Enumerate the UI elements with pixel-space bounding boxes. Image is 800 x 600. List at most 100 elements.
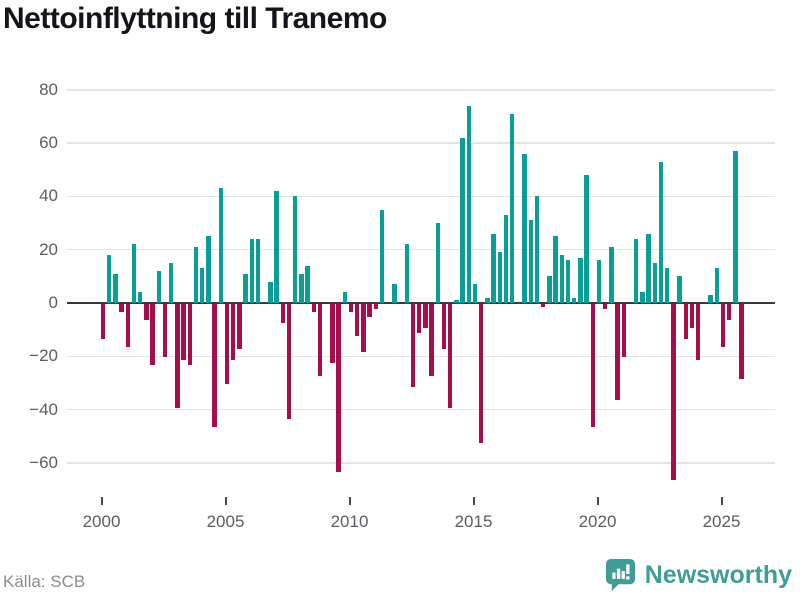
bar-2017Q4 — [540, 304, 546, 307]
x-axis-tick-2015 — [472, 497, 475, 505]
bar-2004Q2 — [206, 236, 211, 303]
bar-2008Q1 — [299, 273, 304, 303]
bar-2007Q4 — [292, 196, 298, 303]
bar-2023Q1 — [671, 304, 676, 480]
y-axis-label-0: 0 — [48, 293, 58, 312]
bar-2004Q4 — [218, 188, 224, 303]
bar-2013Q1 — [423, 304, 428, 329]
bar-2025Q4 — [739, 304, 744, 379]
bar-2009Q3 — [336, 304, 341, 472]
bar-2008Q2 — [305, 265, 310, 303]
bar-2000Q3 — [113, 273, 118, 303]
bar-2025Q3 — [733, 151, 738, 303]
bar-2023Q3 — [683, 304, 689, 339]
bar-2018Q4 — [565, 260, 571, 303]
x-axis-label-2020: 2020 — [578, 512, 617, 531]
gridline-y-20 — [67, 248, 775, 251]
bar-2018Q2 — [553, 236, 558, 303]
bar-2022Q3 — [658, 161, 664, 303]
bar-2020Q2 — [602, 304, 608, 310]
bar-2014Q4 — [466, 105, 472, 303]
gridline-y--40 — [67, 408, 775, 411]
bar-2002Q1 — [150, 304, 155, 366]
bar-2001Q1 — [125, 304, 131, 347]
bar-2022Q1 — [646, 233, 651, 303]
bar-2010Q4 — [367, 304, 372, 318]
source-note: Källa: SCB — [3, 572, 86, 591]
bar-2022Q4 — [664, 268, 670, 303]
bar-2004Q3 — [212, 304, 217, 427]
bar-2020Q1 — [596, 260, 602, 303]
bar-2009Q4 — [342, 292, 348, 303]
bar-2000Q2 — [106, 255, 112, 303]
page-title: Nettoinflyttning till Tranemo — [3, 2, 387, 35]
y-axis-label-40: 40 — [39, 186, 58, 206]
x-axis-tick-2020 — [596, 497, 599, 505]
gridline-y-80 — [67, 89, 775, 91]
bar-2005Q4 — [243, 273, 248, 303]
bar-2012Q4 — [416, 304, 422, 334]
bar-2025Q2 — [726, 304, 732, 321]
bar-2004Q1 — [199, 268, 205, 303]
y-axis-label--40: −40 — [29, 399, 58, 419]
bar-2003Q4 — [193, 247, 199, 303]
bar-2015Q4 — [491, 233, 496, 303]
bar-2023Q2 — [677, 276, 682, 303]
bar-2021Q3 — [633, 239, 639, 303]
bar-2002Q3 — [162, 304, 168, 358]
bar-2010Q3 — [361, 304, 366, 353]
bar-2003Q1 — [175, 304, 180, 409]
bar-2006Q4 — [268, 281, 273, 303]
newsworthy-logo-icon — [605, 558, 636, 592]
x-axis-label-2015: 2015 — [454, 512, 493, 531]
bar-2006Q1 — [249, 239, 255, 303]
bar-2015Q2 — [478, 304, 484, 443]
bar-2005Q1 — [224, 304, 230, 385]
bar-2024Q4 — [714, 268, 720, 303]
bar-2019Q3 — [584, 175, 589, 303]
bar-2025Q1 — [720, 304, 726, 347]
bar-2007Q3 — [286, 304, 292, 419]
bar-2014Q3 — [460, 137, 465, 303]
bar-2007Q2 — [280, 304, 286, 323]
bar-2012Q3 — [410, 304, 416, 387]
y-axis-label-20: 20 — [39, 239, 58, 259]
bar-2001Q3 — [137, 292, 143, 303]
bar-2016Q3 — [509, 113, 515, 303]
bar-2020Q4 — [615, 304, 620, 401]
y-axis-label-60: 60 — [39, 133, 58, 153]
bar-2023Q4 — [689, 304, 695, 329]
bar-2021Q4 — [640, 292, 645, 303]
bar-2013Q4 — [441, 304, 447, 350]
bar-2019Q4 — [590, 304, 596, 427]
bar-2005Q2 — [230, 304, 236, 361]
bar-2011Q2 — [379, 209, 385, 303]
y-axis-label--20: −20 — [29, 346, 58, 366]
bar-2002Q2 — [156, 271, 162, 303]
bar-2005Q3 — [237, 304, 242, 350]
bar-2016Q1 — [497, 252, 503, 303]
bar-2000Q4 — [119, 304, 124, 313]
bar-2019Q2 — [578, 257, 583, 303]
gridline-y--20 — [67, 355, 775, 358]
bar-2011Q4 — [392, 284, 397, 303]
bar-2015Q1 — [472, 284, 478, 303]
bar-2013Q2 — [429, 304, 434, 377]
bar-2001Q4 — [144, 304, 149, 321]
x-axis-tick-2010 — [348, 497, 351, 505]
bar-2011Q1 — [373, 304, 379, 310]
bar-2021Q1 — [621, 304, 627, 358]
bar-2000Q1 — [100, 304, 106, 339]
bar-2010Q1 — [348, 304, 354, 313]
y-axis-label--60: −60 — [29, 452, 58, 472]
gridline-y-60 — [67, 142, 775, 144]
zero-axis-line — [67, 301, 775, 305]
bar-2017Q3 — [534, 196, 540, 303]
bar-2017Q2 — [528, 220, 534, 303]
x-axis-tick-2025 — [720, 497, 723, 505]
bar-2001Q2 — [131, 244, 137, 303]
bar-2009Q2 — [330, 304, 335, 363]
bar-2017Q1 — [522, 153, 527, 303]
bar-2015Q3 — [485, 297, 490, 303]
